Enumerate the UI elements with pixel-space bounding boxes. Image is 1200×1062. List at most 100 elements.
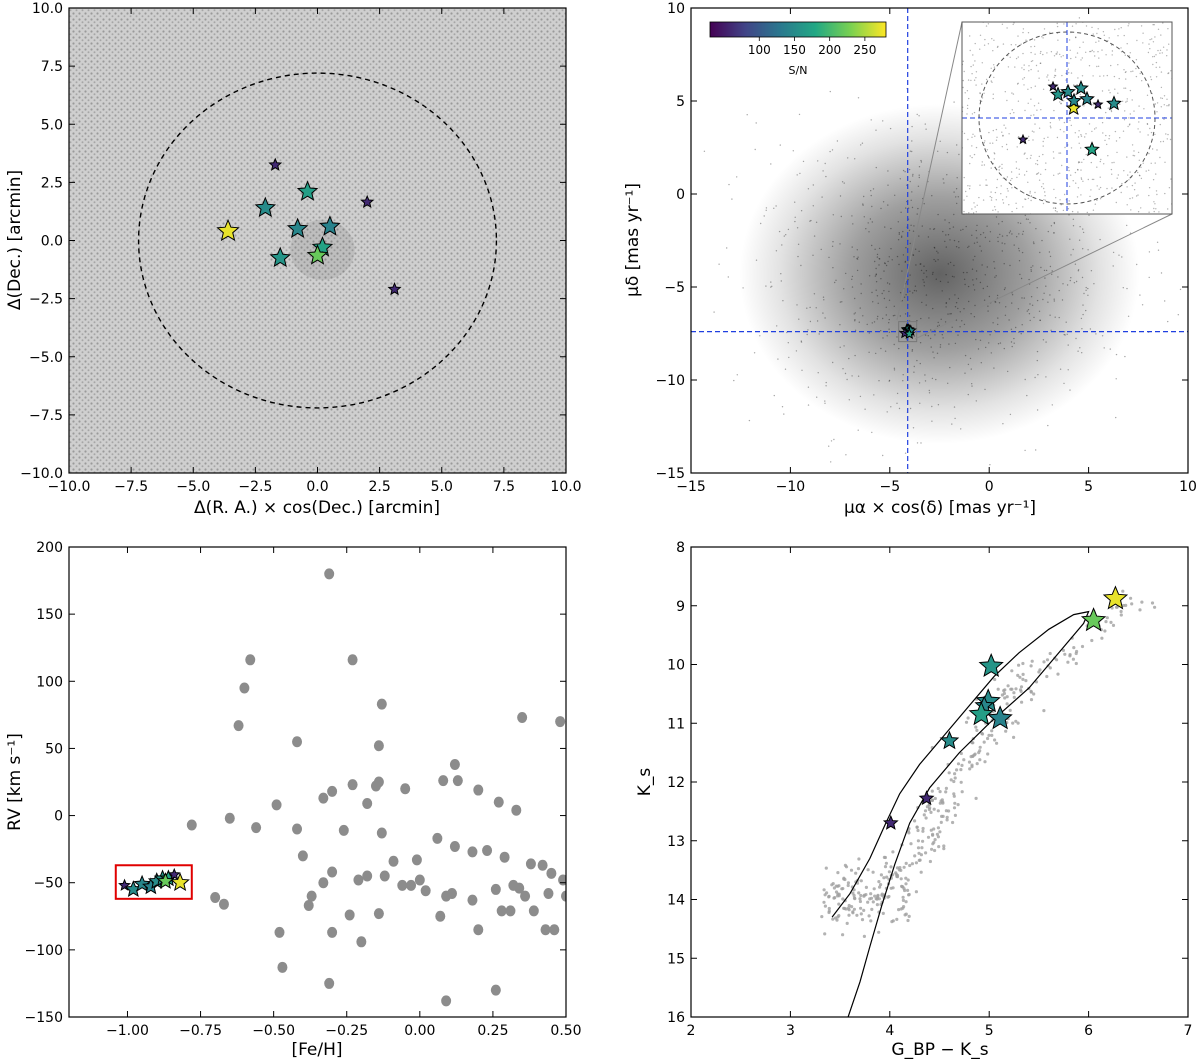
field-star bbox=[778, 230, 781, 233]
field-star bbox=[862, 203, 864, 205]
field-star bbox=[1000, 185, 1002, 187]
field-star bbox=[831, 149, 834, 151]
photometry-point bbox=[847, 908, 851, 912]
field-star bbox=[899, 292, 902, 294]
photometry-point bbox=[1130, 602, 1134, 606]
field-star bbox=[1124, 71, 1127, 74]
field-star bbox=[997, 317, 999, 319]
field-star bbox=[947, 313, 949, 315]
field-star bbox=[1068, 185, 1071, 188]
photometry-point bbox=[900, 885, 904, 889]
photometry-point bbox=[822, 900, 826, 904]
photometry-point bbox=[845, 921, 849, 926]
x-tick-label: −0.50 bbox=[252, 1023, 295, 1039]
field-star bbox=[832, 361, 834, 364]
field-star bbox=[1053, 222, 1056, 225]
field-star bbox=[1104, 139, 1106, 142]
field-star bbox=[1123, 69, 1125, 71]
field-star bbox=[1020, 43, 1022, 45]
field-star bbox=[446, 887, 457, 899]
field-star bbox=[944, 321, 947, 323]
field-star bbox=[923, 265, 925, 267]
field-star bbox=[831, 245, 834, 247]
field-star bbox=[859, 395, 862, 398]
field-star bbox=[971, 113, 974, 115]
field-star bbox=[809, 320, 812, 323]
photometry-point bbox=[1018, 688, 1023, 692]
photometry-point bbox=[944, 786, 949, 791]
field-star bbox=[736, 176, 738, 178]
field-star bbox=[303, 900, 314, 912]
field-star bbox=[1048, 251, 1051, 253]
field-star bbox=[1152, 56, 1154, 58]
field-star bbox=[1159, 66, 1161, 68]
field-star bbox=[989, 142, 991, 144]
field-star bbox=[863, 216, 865, 218]
field-star bbox=[1133, 110, 1135, 112]
field-star bbox=[898, 347, 900, 350]
field-star bbox=[1150, 162, 1152, 164]
field-star bbox=[904, 313, 907, 315]
field-star bbox=[1099, 186, 1102, 189]
field-star bbox=[1034, 191, 1036, 194]
photometry-point bbox=[840, 887, 844, 891]
field-star bbox=[993, 158, 995, 160]
field-star bbox=[1138, 121, 1140, 123]
photometry-point bbox=[857, 857, 861, 861]
field-star bbox=[985, 179, 987, 181]
field-star bbox=[1080, 317, 1083, 320]
field-star bbox=[1055, 207, 1057, 209]
field-star bbox=[954, 306, 957, 308]
field-star bbox=[1162, 140, 1165, 143]
y-tick-label: 5.0 bbox=[41, 117, 63, 133]
photometry-point bbox=[937, 845, 941, 849]
field-star bbox=[1124, 87, 1127, 89]
field-star bbox=[958, 241, 960, 243]
photometry-point bbox=[945, 815, 949, 819]
field-star bbox=[1025, 218, 1028, 220]
photometry-point bbox=[884, 861, 889, 865]
field-star bbox=[932, 228, 935, 230]
photometry-point bbox=[831, 917, 835, 921]
photometry-point bbox=[906, 918, 910, 923]
field-star bbox=[898, 233, 900, 235]
field-star bbox=[1022, 31, 1024, 34]
field-star bbox=[1033, 114, 1035, 116]
member-star bbox=[156, 872, 175, 889]
field-star bbox=[1013, 244, 1015, 246]
photometry-point bbox=[886, 895, 890, 899]
field-star bbox=[902, 230, 904, 233]
field-star bbox=[1012, 93, 1015, 95]
field-star bbox=[688, 200, 689, 201]
field-star bbox=[771, 285, 773, 287]
photometry-point bbox=[1114, 605, 1119, 609]
field-star bbox=[1081, 328, 1083, 330]
field-star bbox=[1129, 52, 1132, 54]
field-star bbox=[824, 317, 826, 319]
field-star bbox=[839, 301, 842, 303]
field-star bbox=[1005, 143, 1008, 146]
field-star bbox=[955, 302, 958, 304]
field-star bbox=[1079, 226, 1081, 228]
field-star bbox=[1131, 144, 1134, 146]
field-star bbox=[951, 275, 954, 278]
field-star bbox=[1079, 347, 1081, 349]
field-star bbox=[976, 204, 978, 206]
field-star bbox=[888, 318, 890, 321]
field-star bbox=[1145, 170, 1147, 172]
field-star bbox=[1030, 270, 1033, 272]
field-star bbox=[787, 228, 790, 231]
field-star bbox=[874, 260, 876, 263]
field-star bbox=[971, 73, 973, 75]
field-star bbox=[1036, 299, 1039, 302]
field-star bbox=[1137, 128, 1139, 130]
field-star bbox=[1125, 78, 1127, 80]
field-star bbox=[1015, 57, 1018, 60]
field-star bbox=[942, 178, 944, 180]
field-star bbox=[1058, 289, 1060, 292]
field-star bbox=[868, 332, 870, 334]
field-star bbox=[953, 101, 955, 103]
photometry-point bbox=[860, 918, 865, 922]
field-star bbox=[1040, 266, 1042, 269]
field-star bbox=[920, 159, 922, 162]
